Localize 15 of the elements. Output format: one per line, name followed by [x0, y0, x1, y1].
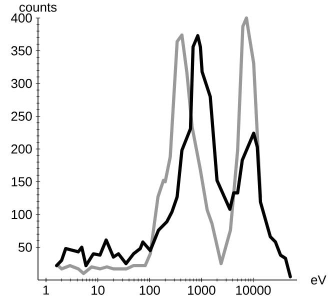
- x-axis-title: eV: [311, 275, 326, 285]
- x-tick-label: 10000: [236, 286, 271, 295]
- x-tick-label: 100: [140, 286, 160, 295]
- x-tick-label: 1000: [188, 286, 216, 295]
- x-tick-label: 10: [92, 286, 105, 295]
- y-tick-label: 300: [11, 78, 32, 88]
- y-tick-label: 100: [12, 210, 32, 220]
- y-tick-label: 350: [11, 46, 32, 56]
- y-tick-label: 400: [11, 13, 32, 23]
- y-axis-title: counts: [19, 3, 57, 12]
- y-tick-label: 250: [11, 112, 32, 121]
- y-tick-label: 200: [11, 144, 32, 154]
- y-tick-label: 150: [12, 177, 32, 186]
- x-tick-label: 1: [43, 286, 49, 295]
- y-tick-label: 50: [18, 242, 32, 252]
